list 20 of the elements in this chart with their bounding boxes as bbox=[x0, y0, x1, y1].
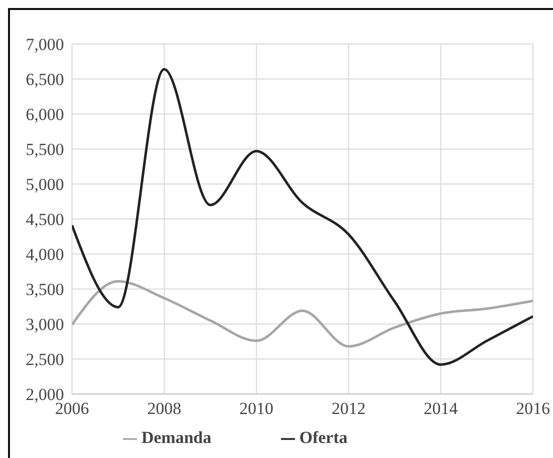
x-tick-label: 2008 bbox=[147, 399, 182, 418]
x-tick-label: 2012 bbox=[332, 399, 366, 418]
y-tick-label: 6,000 bbox=[26, 105, 64, 124]
y-tick-label: 6,500 bbox=[26, 70, 64, 90]
y-tick-label: 7,000 bbox=[26, 35, 64, 54]
y-tick-label: 2,500 bbox=[26, 350, 64, 370]
line-series bbox=[72, 68, 533, 366]
y-tick-label: 5,500 bbox=[26, 140, 64, 160]
y-tick-label: 4,500 bbox=[26, 210, 64, 230]
legend-label: Oferta bbox=[299, 428, 348, 447]
x-tick-label: 2016 bbox=[516, 399, 550, 418]
legend-label: Demanda bbox=[141, 428, 212, 447]
y-tick-label: 5,000 bbox=[26, 175, 64, 194]
y-tick-label: 3,500 bbox=[26, 280, 64, 300]
x-tick-label: 2006 bbox=[55, 399, 89, 418]
x-tick-label: 2014 bbox=[424, 399, 458, 418]
x-tick-label: 2010 bbox=[239, 399, 274, 418]
line-series bbox=[72, 280, 533, 348]
y-tick-label: 3,000 bbox=[26, 315, 64, 334]
y-tick-label: 4,000 bbox=[26, 245, 64, 264]
